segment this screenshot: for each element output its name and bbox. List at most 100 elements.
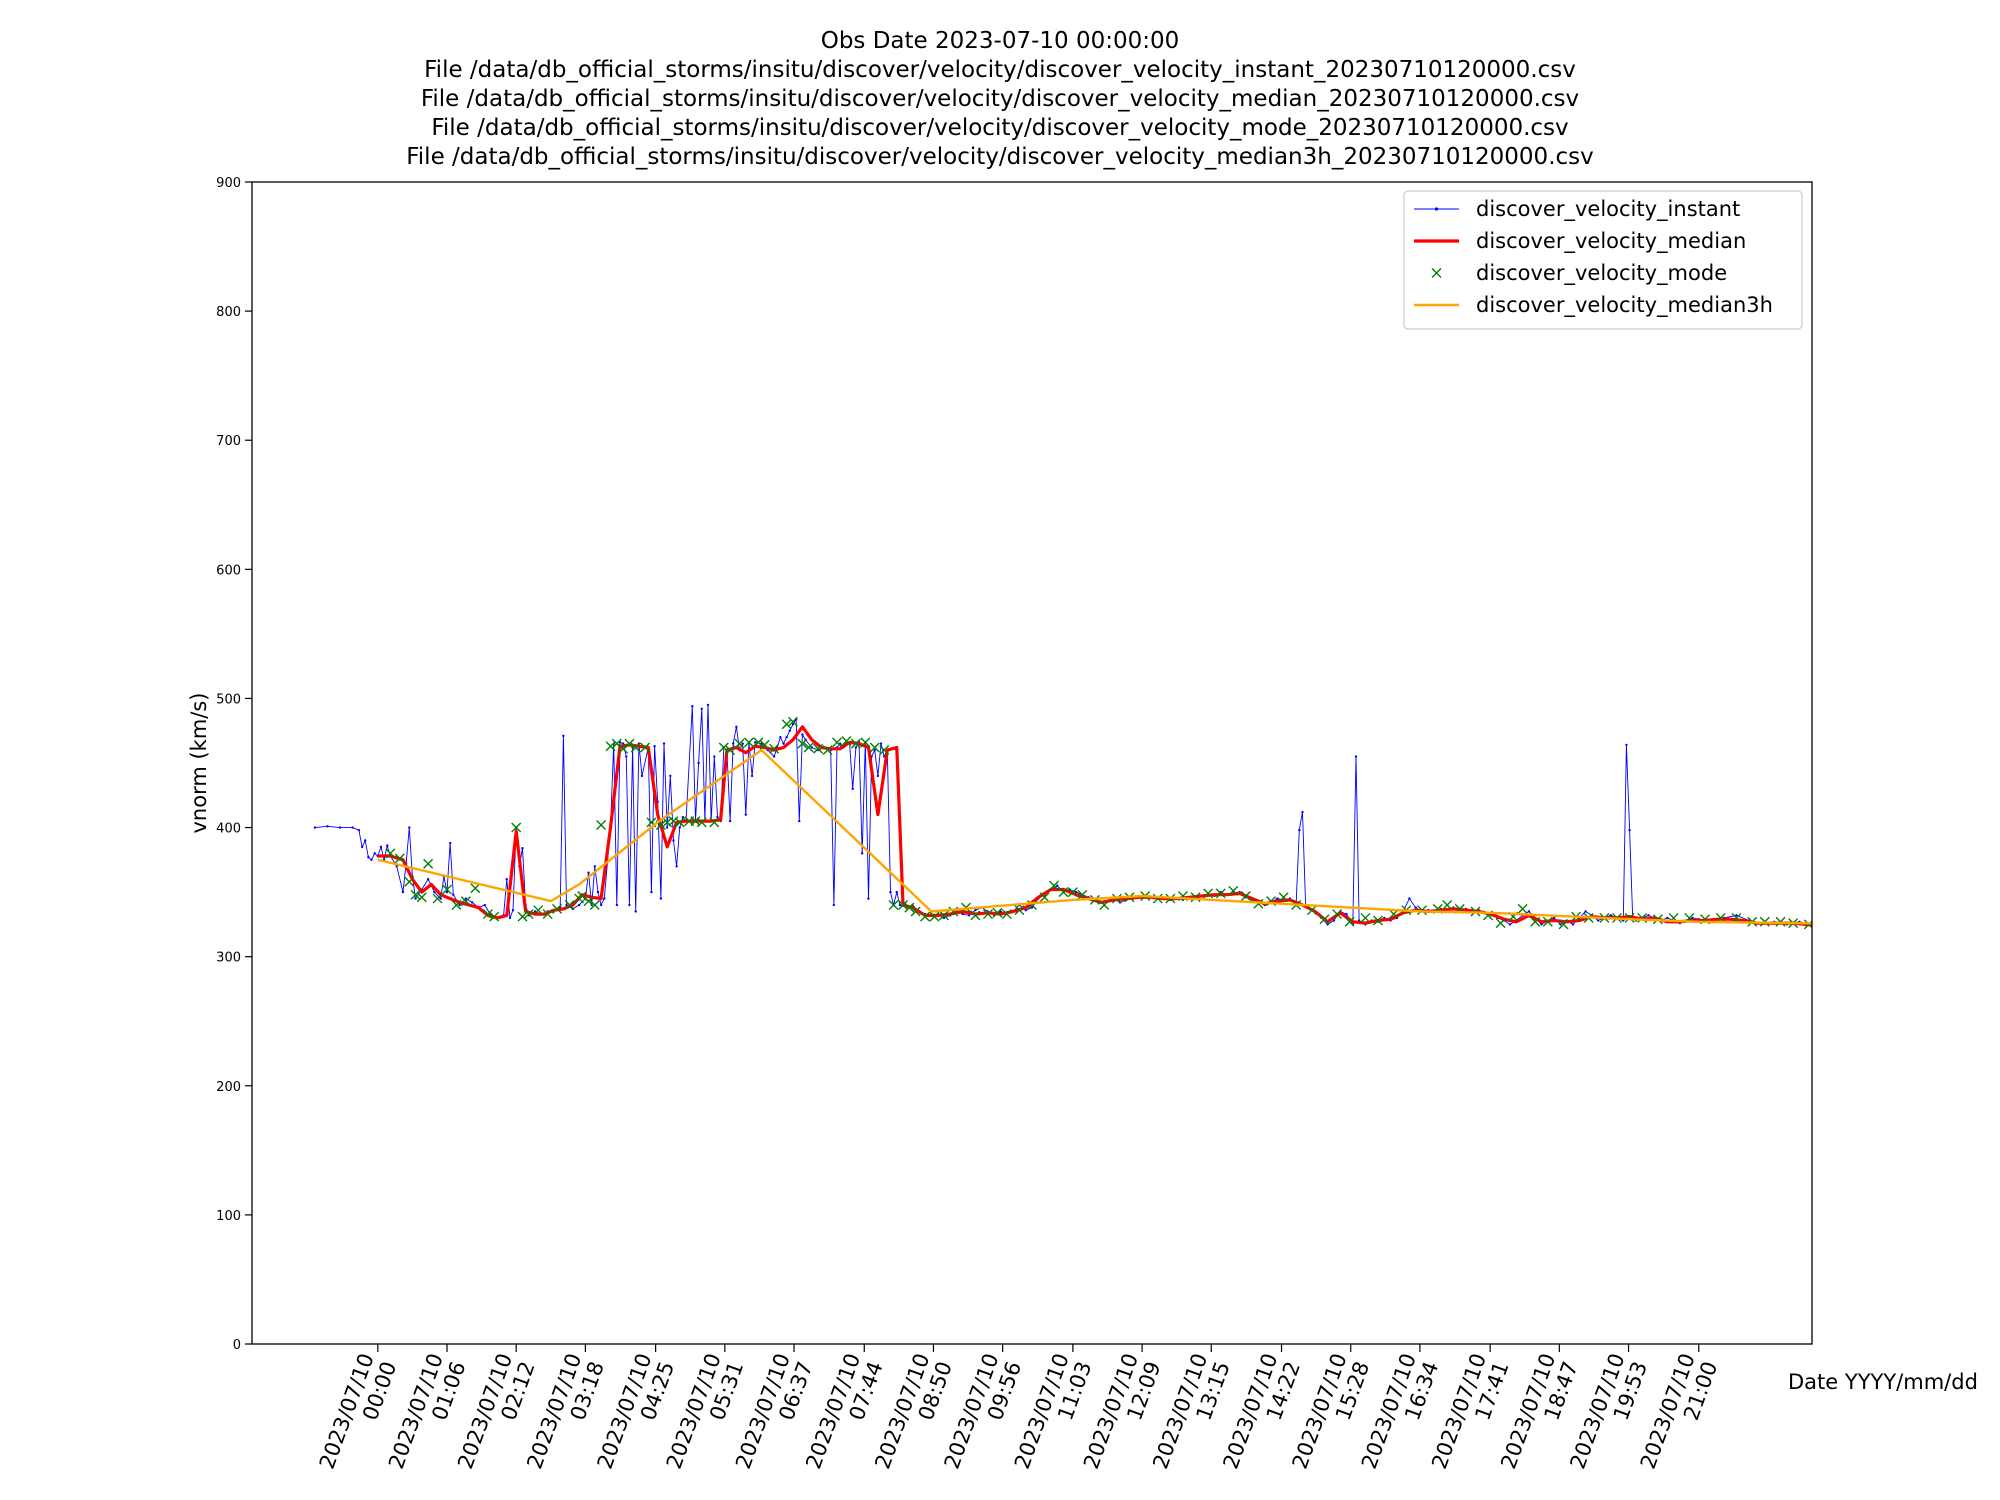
instant-point <box>1298 828 1301 832</box>
instant-point <box>895 890 898 894</box>
instant-point <box>408 826 411 829</box>
instant-point <box>1527 910 1531 913</box>
mode-point <box>709 817 720 828</box>
mode-point <box>769 743 780 754</box>
legend-swatch-marker <box>1434 207 1439 211</box>
mode-point <box>1049 880 1060 891</box>
mode-point <box>910 906 921 917</box>
instant-point <box>735 725 738 729</box>
mode-point <box>1278 892 1289 903</box>
mode-point <box>888 900 899 911</box>
mode-point <box>460 896 471 907</box>
mode-point <box>898 900 909 911</box>
y-tick-label: 100 <box>216 1209 241 1224</box>
instant-point <box>706 703 710 707</box>
mode-point <box>1039 892 1050 903</box>
y-axis: 0 100 200 300 400 500 600 700 800 900 <box>216 176 252 1353</box>
mode-point <box>1731 912 1742 923</box>
instant-point <box>791 723 795 726</box>
instant-point <box>832 903 836 907</box>
mode-point <box>394 853 405 864</box>
instant-point <box>728 819 732 823</box>
instant-point <box>1666 916 1669 920</box>
legend-box <box>1403 190 1803 330</box>
instant-point <box>867 897 870 900</box>
instant-point <box>974 908 977 912</box>
mode-point <box>1058 887 1069 898</box>
instant-point <box>593 865 597 868</box>
instant-point <box>625 755 628 758</box>
legend-label: discover_velocity_median3h <box>1476 293 1773 318</box>
instant-point <box>772 755 776 758</box>
mode-point <box>1067 887 1078 898</box>
instant-point <box>1540 923 1543 926</box>
x-axis-label: Date YYYY/mm/dd <box>1788 1370 1978 1394</box>
mode-point <box>470 883 481 894</box>
instant-point <box>851 787 854 791</box>
instant-point <box>433 890 436 894</box>
instant-point <box>634 910 637 913</box>
instant-point <box>357 828 361 832</box>
mode-point <box>577 890 588 901</box>
mode-point <box>451 900 462 911</box>
instant-point <box>439 897 442 900</box>
mode-point <box>442 884 452 895</box>
mode-point <box>787 716 798 727</box>
mode-point <box>1077 889 1088 900</box>
instant-point <box>1414 906 1417 909</box>
mode-point <box>1442 900 1453 911</box>
instant-point <box>1559 923 1562 926</box>
instant-point <box>1625 743 1628 747</box>
instant-point <box>1508 923 1512 926</box>
mode-point <box>589 900 600 911</box>
instant-point <box>587 871 590 874</box>
instant-point <box>338 826 342 829</box>
mode-point <box>630 742 641 753</box>
instant-point <box>1609 914 1612 917</box>
instant-point <box>464 897 468 900</box>
mode-point <box>725 745 736 756</box>
mode-point <box>1530 916 1541 927</box>
y-tick-label: 900 <box>216 176 241 191</box>
instant-point <box>1276 897 1279 900</box>
instant-point <box>750 774 754 778</box>
series-discover_velocity_median3h <box>377 748 1812 925</box>
mode-point <box>992 907 1003 918</box>
legend-swatch <box>1431 268 1442 278</box>
instant-point <box>672 839 675 842</box>
instant-point <box>1584 910 1587 913</box>
y-tick-label: 800 <box>216 305 241 320</box>
mode-point <box>1001 909 1012 920</box>
mode-point <box>564 900 575 911</box>
instant-point <box>1055 884 1059 887</box>
instant-point <box>521 847 524 850</box>
mode-point <box>869 742 880 753</box>
instant-point <box>1691 916 1694 920</box>
instant-point <box>854 746 858 749</box>
instant-point <box>445 890 449 894</box>
instant-point <box>367 856 370 859</box>
mode-point <box>743 737 754 748</box>
mode-point <box>552 903 563 914</box>
mode-point <box>970 910 981 921</box>
instant-point <box>596 890 600 894</box>
mode-point <box>734 738 745 749</box>
mode-point <box>662 817 673 828</box>
instant-point <box>798 819 801 823</box>
mode-point <box>596 819 607 830</box>
instant-point <box>448 841 452 845</box>
instant-point <box>1354 755 1358 758</box>
instant-point <box>691 704 694 708</box>
mode-point <box>517 911 528 922</box>
instant-point <box>662 742 666 745</box>
y-tick-label: 500 <box>216 692 241 707</box>
instant-point <box>599 903 603 907</box>
instant-point <box>898 903 902 907</box>
chart-title: Obs Date 2023-07-10 00:00:00 File /data/… <box>406 28 1594 170</box>
legend-label: discover_velocity_mode <box>1476 261 1727 286</box>
mode-point <box>1228 885 1239 896</box>
instant-point <box>779 735 782 739</box>
instant-point <box>1552 916 1556 920</box>
mode-point <box>640 742 651 753</box>
